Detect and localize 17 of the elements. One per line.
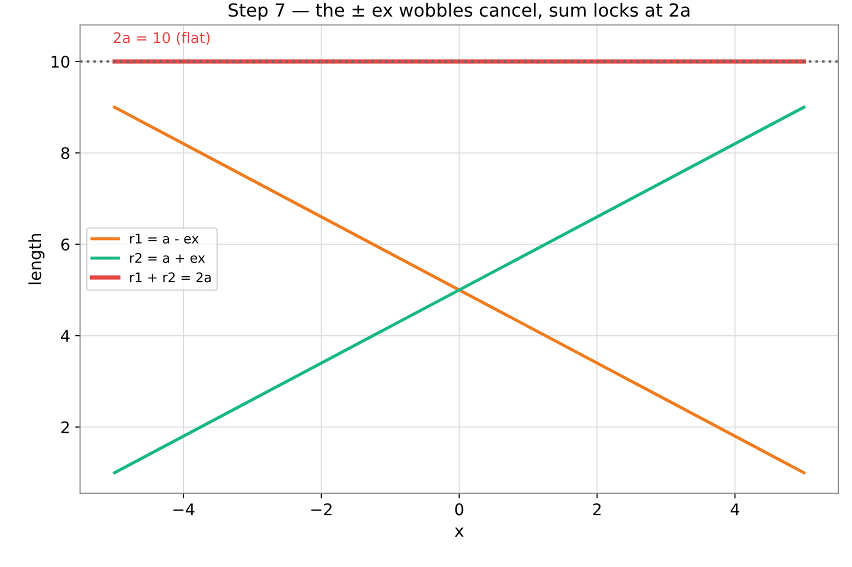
x-tick-label: 4 [730,504,740,516]
annotation: 2a = 10 (flat) [114,32,210,45]
legend-label: r2 = a + ex [130,252,205,263]
y-tick-label: 6 [61,238,70,251]
x-tick-label: −2 [311,503,332,516]
y-tick-label: 10 [52,56,70,68]
legend-label: r1 + r2 = 2a [130,272,211,282]
y-tick-label: 8 [61,147,70,160]
x-tick-label: −4 [173,504,194,516]
y-tick-label: 4 [60,330,70,342]
chart-title: Step 7 — the ± ex wobbles cancel, sum locks at 2a [228,2,690,20]
y-axis-title: length [28,234,44,284]
x-tick-label: 2 [593,503,601,516]
x-axis-title: x [454,528,464,537]
y-tick-label: 2 [61,421,69,434]
legend-label: r1 = a - ex [130,234,199,244]
x-tick-label: 0 [455,503,464,516]
